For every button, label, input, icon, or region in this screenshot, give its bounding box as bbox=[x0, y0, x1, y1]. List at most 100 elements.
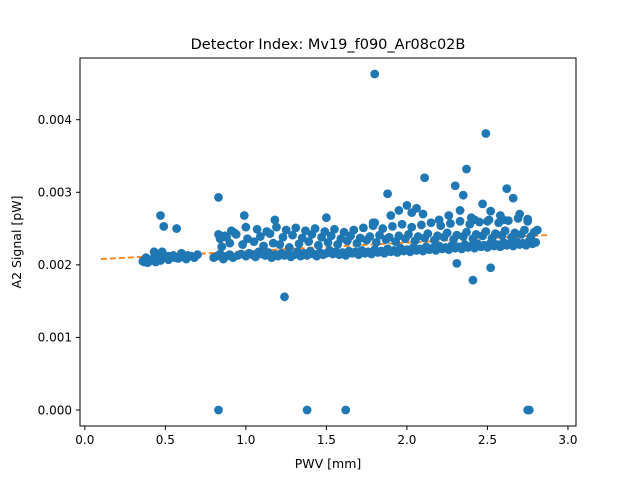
scatter-point bbox=[383, 189, 392, 199]
scatter-point bbox=[238, 240, 248, 249]
scatter-point bbox=[365, 232, 375, 241]
scatter-point bbox=[481, 227, 491, 236]
x-tick-label: 2.5 bbox=[478, 433, 497, 447]
scatter-point bbox=[301, 226, 310, 236]
scatter-point bbox=[483, 216, 492, 226]
scatter-point bbox=[452, 259, 462, 268]
scatter-point bbox=[442, 228, 452, 238]
scatter-point bbox=[486, 206, 496, 216]
scatter-point bbox=[378, 224, 388, 233]
scatter-point bbox=[355, 233, 365, 243]
scatter-point bbox=[278, 232, 288, 242]
scatter-point bbox=[499, 215, 508, 225]
y-tick-label: 0.003 bbox=[38, 186, 72, 200]
scatter-point bbox=[455, 206, 465, 215]
scatter-point bbox=[326, 231, 336, 241]
scatter-point bbox=[313, 240, 323, 250]
scatter-point bbox=[143, 258, 153, 268]
x-axis: 0.0 0.5 1.0 1.5 2.0 2.5 3.0 bbox=[75, 426, 577, 447]
scatter-point bbox=[149, 247, 159, 257]
scatter-point bbox=[159, 221, 169, 231]
scatter-point bbox=[452, 230, 462, 240]
scatter-point bbox=[433, 231, 442, 241]
x-tick-label: 3.0 bbox=[558, 433, 577, 447]
scatter-point bbox=[217, 242, 227, 252]
scatter-point bbox=[412, 203, 421, 213]
scatter-point bbox=[193, 250, 202, 260]
y-axis: 0.000 0.001 0.002 0.003 0.004 bbox=[38, 113, 80, 417]
scatter-point bbox=[336, 234, 346, 244]
scatter-point bbox=[524, 405, 534, 415]
scatter-point bbox=[349, 225, 359, 235]
scatter-point bbox=[359, 223, 368, 233]
scatter-point bbox=[384, 232, 394, 242]
scatter-point bbox=[486, 263, 496, 273]
plot-area bbox=[100, 69, 548, 415]
scatter-point bbox=[462, 164, 471, 174]
scatter-point bbox=[394, 231, 404, 241]
scatter-point bbox=[445, 219, 455, 228]
scatter-point bbox=[500, 226, 510, 236]
scatter-point bbox=[417, 220, 426, 230]
scatter-point bbox=[255, 232, 265, 241]
scatter-point bbox=[478, 199, 487, 209]
scatter-point bbox=[272, 222, 281, 232]
scatter-point bbox=[370, 69, 380, 79]
scatter-point bbox=[339, 227, 349, 237]
scatter-point bbox=[426, 218, 436, 228]
scatter-point bbox=[183, 251, 193, 260]
scatter-point bbox=[230, 228, 240, 238]
scatter-point bbox=[508, 193, 518, 203]
scatter-point bbox=[214, 405, 223, 415]
scatter-point bbox=[450, 181, 460, 191]
scatter-point bbox=[291, 223, 301, 233]
scatter-point bbox=[468, 275, 478, 285]
scatter-point bbox=[321, 213, 331, 223]
scatter-point bbox=[310, 224, 320, 233]
y-tick-label: 0.002 bbox=[38, 258, 72, 272]
scatter-point bbox=[523, 214, 533, 224]
x-tick-label: 0.0 bbox=[75, 433, 94, 447]
scatter-point bbox=[172, 224, 182, 233]
scatter-point bbox=[320, 227, 330, 236]
scatter-point bbox=[259, 241, 268, 251]
scatter-point bbox=[444, 211, 454, 220]
scatter-point bbox=[304, 237, 314, 247]
scatter-point bbox=[368, 218, 378, 228]
scatter-point bbox=[302, 405, 312, 415]
scatter-point bbox=[386, 211, 396, 220]
scatter-point bbox=[297, 233, 307, 243]
scatter-point bbox=[423, 229, 433, 239]
scatter-point bbox=[470, 215, 479, 225]
y-tick-label: 0.000 bbox=[38, 403, 72, 417]
scatter-point bbox=[397, 219, 407, 229]
scatter-points-layer bbox=[138, 69, 542, 415]
y-axis-label: A2 Signal [pW] bbox=[9, 196, 24, 289]
scatter-point bbox=[418, 209, 428, 219]
scatter-point bbox=[510, 228, 520, 238]
scatter-point bbox=[252, 224, 262, 234]
x-tick-label: 1.5 bbox=[317, 433, 336, 447]
scatter-point bbox=[341, 405, 351, 415]
scatter-point bbox=[241, 222, 251, 232]
chart-title: Detector Index: Mv19_f090_Ar08c02B bbox=[191, 37, 466, 53]
y-tick-label: 0.004 bbox=[38, 113, 72, 127]
scatter-point bbox=[455, 216, 465, 226]
scatter-point bbox=[532, 225, 542, 235]
scatter-point bbox=[471, 229, 481, 239]
scatter-point bbox=[502, 184, 512, 194]
scatter-point bbox=[520, 225, 529, 235]
scatter-point bbox=[275, 240, 285, 249]
x-tick-label: 2.0 bbox=[397, 433, 416, 447]
scatter-point bbox=[371, 237, 381, 247]
scatter-point bbox=[284, 243, 294, 252]
scatter-point bbox=[330, 224, 339, 234]
x-tick-label: 1.0 bbox=[236, 433, 255, 447]
scatter-point bbox=[531, 237, 541, 247]
x-tick-label: 0.5 bbox=[156, 433, 175, 447]
scatter-point bbox=[157, 247, 167, 257]
scatter-point bbox=[420, 173, 430, 183]
scatter-point bbox=[413, 232, 423, 241]
scatter-point bbox=[239, 211, 249, 220]
